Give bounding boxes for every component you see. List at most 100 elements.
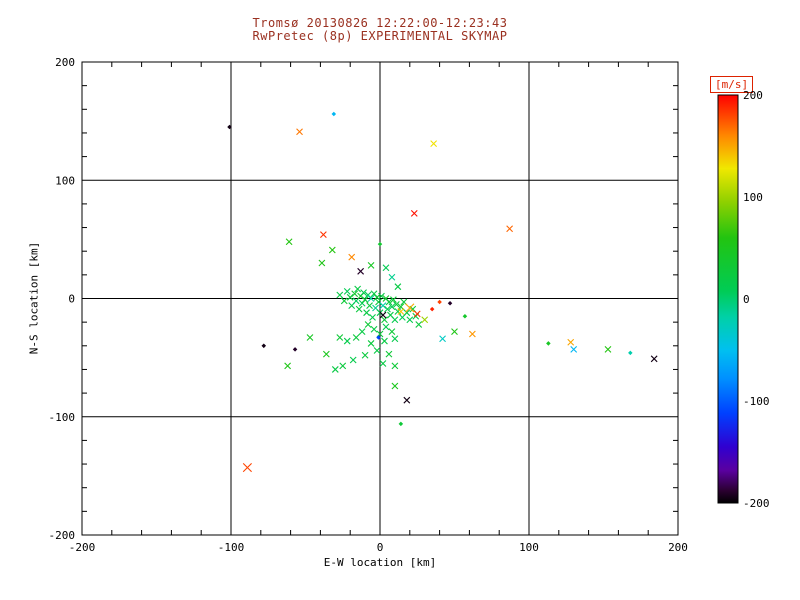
data-point bbox=[351, 290, 359, 298]
data-point bbox=[382, 323, 390, 331]
svg-text:-100: -100 bbox=[218, 541, 245, 554]
data-point bbox=[336, 334, 344, 341]
data-point bbox=[322, 350, 330, 358]
data-point bbox=[394, 308, 402, 315]
axis-ticks bbox=[82, 62, 678, 535]
data-point bbox=[373, 347, 381, 354]
data-point bbox=[242, 463, 252, 473]
chart-title: Tromsø 20130826 12:22:00-12:23:43 bbox=[252, 16, 508, 30]
data-point bbox=[385, 298, 393, 306]
colorbar bbox=[717, 94, 739, 504]
data-point bbox=[391, 335, 399, 343]
data-point bbox=[367, 262, 375, 269]
data-point bbox=[367, 295, 375, 302]
data-point bbox=[358, 328, 366, 335]
data-point bbox=[468, 330, 476, 338]
data-point bbox=[430, 140, 438, 147]
data-point bbox=[415, 321, 423, 328]
data-point bbox=[284, 362, 292, 370]
data-point bbox=[346, 293, 354, 301]
data-point bbox=[349, 356, 357, 364]
svg-text:-200: -200 bbox=[743, 497, 770, 510]
data-point bbox=[628, 350, 633, 356]
data-point bbox=[331, 111, 337, 117]
data-point bbox=[506, 225, 514, 233]
data-point bbox=[370, 325, 378, 333]
data-point bbox=[366, 302, 373, 309]
data-point bbox=[331, 366, 339, 373]
data-point bbox=[354, 285, 362, 293]
data-point bbox=[439, 335, 446, 343]
data-point bbox=[318, 259, 326, 267]
data-point bbox=[437, 299, 442, 305]
data-point bbox=[384, 305, 391, 313]
svg-text:100: 100 bbox=[743, 191, 763, 204]
grid-lines bbox=[82, 62, 678, 535]
data-point bbox=[328, 246, 336, 254]
svg-text:200: 200 bbox=[743, 89, 763, 102]
data-point bbox=[413, 310, 421, 318]
data-point bbox=[375, 298, 382, 306]
data-point bbox=[381, 337, 388, 345]
data-point bbox=[382, 264, 390, 272]
x-axis-label: E-W location [km] bbox=[323, 556, 437, 569]
data-point bbox=[296, 128, 303, 136]
data-point bbox=[379, 302, 387, 309]
data-point bbox=[570, 345, 578, 353]
data-point bbox=[376, 335, 381, 340]
data-point bbox=[373, 293, 381, 301]
svg-text:0: 0 bbox=[743, 293, 750, 306]
data-point bbox=[391, 316, 399, 324]
svg-text:200: 200 bbox=[55, 56, 75, 69]
data-point bbox=[340, 297, 348, 305]
colorbar-tick-labels: 200 100 0 -100 -200 bbox=[743, 89, 770, 510]
data-point bbox=[348, 253, 356, 261]
data-point bbox=[397, 308, 405, 315]
data-point bbox=[391, 362, 399, 370]
data-point bbox=[339, 362, 347, 370]
data-point bbox=[381, 316, 388, 324]
svg-text:-100: -100 bbox=[49, 411, 76, 424]
data-point bbox=[391, 382, 399, 390]
data-point bbox=[388, 328, 396, 335]
data-point bbox=[604, 345, 612, 353]
svg-text:-200: -200 bbox=[49, 529, 76, 542]
data-point bbox=[451, 328, 458, 335]
data-point bbox=[364, 321, 372, 328]
svg-text:100: 100 bbox=[519, 541, 539, 554]
data-point bbox=[361, 351, 369, 359]
data-point bbox=[343, 288, 351, 295]
data-point bbox=[388, 273, 396, 281]
data-point bbox=[369, 314, 376, 321]
data-point bbox=[462, 313, 468, 319]
data-point bbox=[306, 334, 314, 341]
data-point bbox=[406, 316, 414, 324]
svg-text:200: 200 bbox=[668, 541, 688, 554]
data-point bbox=[377, 241, 383, 247]
chart-subtitle: RwPretec (8p) EXPERIMENTAL SKYMAP bbox=[252, 29, 508, 43]
svg-text:0: 0 bbox=[68, 293, 75, 306]
data-point bbox=[261, 343, 267, 349]
data-point bbox=[403, 396, 411, 404]
data-point bbox=[336, 291, 344, 299]
data-point bbox=[393, 301, 400, 308]
colorbar-units-label: [m/s] bbox=[710, 76, 754, 93]
data-point bbox=[403, 309, 411, 317]
svg-text:-100: -100 bbox=[743, 395, 770, 408]
data-point bbox=[360, 289, 367, 296]
data-point bbox=[292, 347, 298, 352]
data-point bbox=[378, 292, 385, 300]
data-point bbox=[398, 421, 404, 427]
data-point bbox=[367, 340, 375, 347]
axis-tick-labels: -200 -100 0 100 200 -200 -100 0 100 200 bbox=[49, 56, 688, 554]
data-point bbox=[352, 334, 360, 341]
data-point bbox=[385, 350, 393, 358]
data-point bbox=[355, 305, 363, 313]
data-point bbox=[361, 296, 369, 304]
data-point bbox=[357, 267, 365, 275]
data-point bbox=[363, 309, 370, 317]
data-point bbox=[447, 300, 453, 306]
data-point bbox=[379, 311, 387, 319]
data-point bbox=[410, 209, 418, 217]
